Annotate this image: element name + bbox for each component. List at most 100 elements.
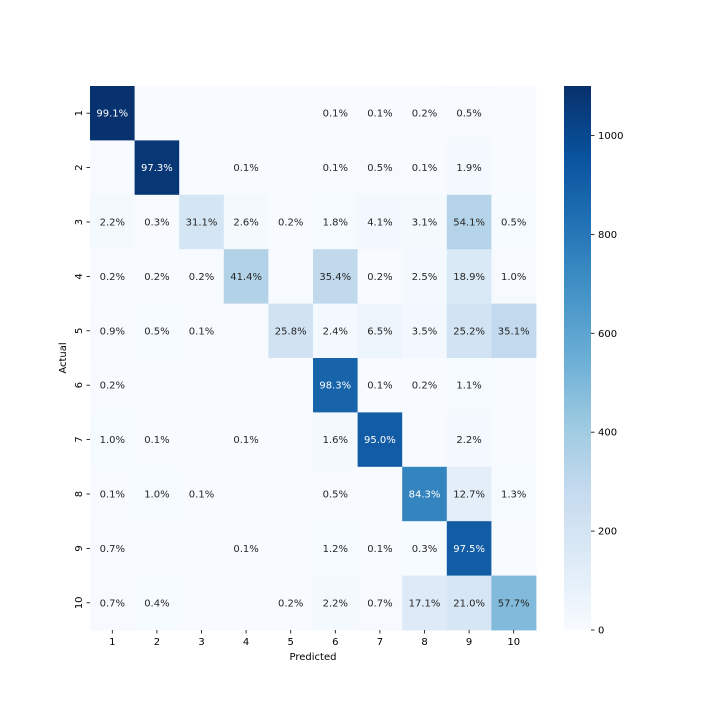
heatmap-cell <box>179 412 225 468</box>
cell-label: 25.2% <box>453 326 485 337</box>
heatmap-cell <box>223 249 269 304</box>
y-tick-label: 5 <box>74 328 85 334</box>
cell-label: 0.1% <box>367 109 392 120</box>
cell-label: 1.3% <box>501 490 526 501</box>
heatmap-cell <box>90 249 135 304</box>
cell-label: 2.2% <box>100 218 125 229</box>
heatmap-cell <box>446 575 492 631</box>
cell-label: 0.2% <box>367 272 392 283</box>
heatmap-cell <box>223 521 269 576</box>
heatmap-cell <box>179 303 225 359</box>
cell-label: 12.7% <box>453 490 485 501</box>
heatmap-cell <box>268 412 314 468</box>
heatmap-cells <box>90 86 537 631</box>
x-tick-label: 6 <box>332 637 338 648</box>
heatmap-cell <box>179 194 225 250</box>
cell-label: 31.1% <box>186 218 218 229</box>
heatmap-cell <box>313 358 358 413</box>
y-tick-label: 1 <box>74 110 85 116</box>
heatmap-cell <box>90 575 135 631</box>
heatmap-cell <box>179 466 225 522</box>
heatmap-cell <box>223 358 269 413</box>
heatmap-cell <box>491 86 537 141</box>
cell-label: 0.7% <box>367 598 392 609</box>
x-tick-label: 1 <box>109 637 115 648</box>
heatmap-cell <box>313 521 358 576</box>
heatmap-cell <box>90 140 135 196</box>
heatmap-cell <box>491 194 537 250</box>
cell-label: 0.1% <box>367 381 392 392</box>
heatmap-cell <box>313 412 358 468</box>
heatmap-cell <box>90 412 135 468</box>
colorbar-tick-label: 0 <box>598 626 604 637</box>
cell-label: 0.1% <box>189 490 214 501</box>
heatmap-cell <box>313 303 358 359</box>
cell-label: 3.5% <box>412 326 437 337</box>
heatmap-cell <box>491 466 537 522</box>
cell-label: 4.1% <box>367 218 392 229</box>
heatmap-cell <box>223 412 269 468</box>
cell-label: 0.3% <box>144 218 169 229</box>
heatmap-cell <box>223 466 269 522</box>
cell-label: 0.2% <box>100 381 125 392</box>
heatmap-cell <box>90 358 135 413</box>
cell-label: 0.2% <box>100 272 125 283</box>
cell-label: 0.2% <box>278 218 303 229</box>
heatmap-cell <box>90 466 135 522</box>
x-axis-label: Predicted <box>290 652 337 663</box>
heatmap-cell <box>446 140 492 196</box>
cell-label: 2.5% <box>412 272 437 283</box>
heatmap-cell <box>313 249 358 304</box>
heatmap-cell <box>402 521 448 576</box>
colorbar-tick-label: 400 <box>598 428 617 439</box>
cell-label: 0.4% <box>144 598 169 609</box>
cell-label: 1.0% <box>501 272 526 283</box>
colorbar-gradient <box>564 86 591 630</box>
cell-label: 1.8% <box>323 218 348 229</box>
cell-label: 1.9% <box>456 163 481 174</box>
cell-label: 6.5% <box>367 326 392 337</box>
colorbar: 0 200 400 600 800 1000 <box>564 86 623 637</box>
heatmap-cell <box>268 575 314 631</box>
cell-label: 0.1% <box>367 544 392 555</box>
heatmap-cell <box>90 194 135 250</box>
cell-annotations: 99.1% 0.1% 0.1% 0.2% 0.5% 97.3% 0.1% 0.1% 0.5% 0.… <box>96 109 529 610</box>
heatmap-cell <box>179 358 225 413</box>
cell-label: 35.4% <box>319 272 351 283</box>
cell-label: 0.5% <box>323 490 348 501</box>
heatmap-cell <box>357 303 403 359</box>
heatmap-cell <box>179 86 225 141</box>
colorbar-tick-label: 600 <box>598 329 617 340</box>
heatmap-cell <box>446 521 492 576</box>
x-axis: 1 2 3 4 5 6 7 8 9 10 <box>109 630 520 648</box>
cell-label: 0.7% <box>100 544 125 555</box>
cell-label: 3.1% <box>412 218 437 229</box>
y-tick-label: 2 <box>74 164 85 170</box>
cell-label: 0.1% <box>233 544 258 555</box>
heatmap-cell <box>402 194 448 250</box>
y-tick-label: 10 <box>74 596 85 609</box>
cell-label: 0.2% <box>144 272 169 283</box>
heatmap-cell <box>179 575 225 631</box>
heatmap-cell <box>90 86 135 141</box>
cell-label: 57.7% <box>498 598 530 609</box>
cell-label: 1.0% <box>100 435 125 446</box>
cell-label: 0.5% <box>367 163 392 174</box>
heatmap-cell <box>313 575 358 631</box>
y-axis: 1 2 3 4 5 6 7 8 9 10 <box>74 110 90 609</box>
cell-label: 2.2% <box>456 435 481 446</box>
heatmap-cell <box>491 249 537 304</box>
heatmap-cell <box>446 466 492 522</box>
colorbar-tick-label: 200 <box>598 527 617 538</box>
cell-label: 2.4% <box>323 326 348 337</box>
heatmap-cell <box>357 412 403 468</box>
y-tick-label: 4 <box>74 273 85 279</box>
x-tick-label: 2 <box>154 637 160 648</box>
heatmap-cell <box>268 86 314 141</box>
cell-label: 1.6% <box>323 435 348 446</box>
heatmap-cell <box>223 194 269 250</box>
heatmap-cell <box>446 412 492 468</box>
y-tick-label: 7 <box>74 436 85 442</box>
heatmap-cell <box>491 303 537 359</box>
